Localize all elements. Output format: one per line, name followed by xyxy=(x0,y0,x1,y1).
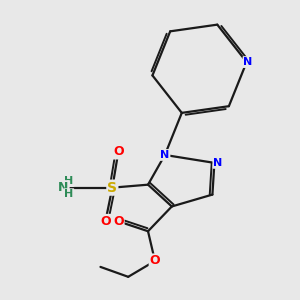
Text: N: N xyxy=(213,158,223,168)
Text: H: H xyxy=(64,189,74,199)
Text: S: S xyxy=(107,181,117,195)
Text: H: H xyxy=(64,176,74,186)
Text: N: N xyxy=(58,181,69,194)
Text: N: N xyxy=(160,150,170,160)
Text: N: N xyxy=(244,57,253,67)
Text: O: O xyxy=(113,146,124,158)
Text: O: O xyxy=(100,215,111,228)
Text: O: O xyxy=(150,254,160,268)
Text: O: O xyxy=(113,215,124,228)
